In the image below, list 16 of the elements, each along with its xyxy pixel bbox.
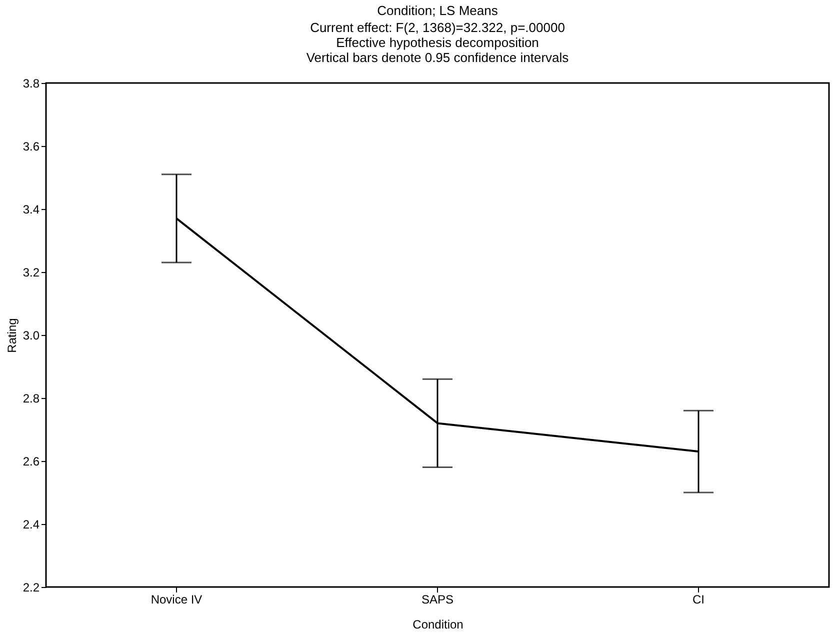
y-tick-label: 2.6	[22, 454, 40, 468]
y-tick-label: 3.8	[22, 76, 40, 90]
y-tick-label: 2.8	[22, 392, 40, 406]
y-tick-label: 2.2	[22, 580, 40, 594]
y-axis-title: Rating	[4, 318, 19, 353]
y-tick-label: 3.2	[22, 266, 40, 280]
y-tick-label: 3.4	[22, 202, 40, 216]
y-tick-label: 2.4	[22, 518, 40, 532]
x-tick-label: CI	[692, 592, 704, 606]
chart-title: Condition; LS Means	[377, 3, 498, 18]
x-axis-title: Condition	[412, 618, 464, 632]
y-tick-label: 3.6	[22, 140, 40, 154]
y-tick-label: 3.0	[22, 328, 40, 342]
chart-subtitle: Current effect: F(2, 1368)=32.322, p=.00000 Effective hypothesis decomposition Vertical bars denote 0.95 confidence intervals	[306, 20, 570, 65]
x-tick-label: SAPS	[421, 592, 454, 606]
x-tick-label: Novice IV	[150, 592, 202, 606]
